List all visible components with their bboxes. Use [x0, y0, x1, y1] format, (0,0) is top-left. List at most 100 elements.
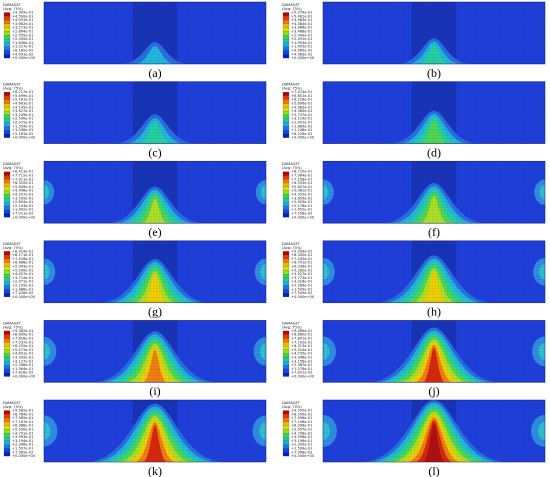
legend-label: +5.524e-01: [291, 348, 312, 352]
legend-label: +1.509e-01: [291, 287, 312, 291]
legend-swatch: [282, 266, 290, 271]
legend-label: +3.488e-01: [291, 30, 312, 34]
legend-label: +3.198e-01: [291, 439, 312, 443]
legend-swatch: [282, 421, 290, 426]
legend-label: +4.145e-01: [12, 105, 33, 109]
legend-subtitle: (Avg: 75%): [282, 87, 302, 91]
legend-label: +7.258e-01: [291, 177, 312, 181]
legend-swatch: [3, 266, 11, 271]
legend-swatch: [3, 285, 11, 290]
legend-label: +2.229e-01: [12, 284, 33, 288]
legend-label: +7.985e-01: [12, 416, 33, 420]
legend-title: DAMAGET: [282, 83, 301, 87]
caption: (f): [428, 225, 440, 239]
legend-label: +1.597e-01: [12, 447, 33, 451]
legend-swatch: [3, 20, 11, 24]
legend-label: +6.255e-01: [12, 344, 33, 348]
legend-label: +7.545e-01: [291, 257, 312, 261]
panel: DAMAGET(Avg: 75%)+6.217e-01+5.699e-01+5.…: [3, 81, 267, 159]
legend-label: +8.795e-01: [291, 412, 312, 416]
legend-label: +3.714e-01: [12, 276, 33, 280]
legend-label: +5.181e-01: [12, 98, 33, 102]
panel: DAMAGET(Avg: 75%)+7.474e-01+6.851e-01+6.…: [282, 81, 546, 159]
legend-swatch: [3, 175, 11, 180]
legend-label: +2.264e-01: [291, 284, 312, 288]
legend-label: +4.091e-02: [12, 52, 33, 56]
legend-subtitle: (Avg: 75%): [3, 166, 23, 170]
legend-label: +4.457e-01: [12, 272, 33, 276]
legend-label: +8.784e-01: [12, 412, 33, 416]
legend-label: +7.984e-01: [291, 174, 312, 178]
panel: DAMAGET(Avg: 75%)+9.382e-01+8.600e-01+7.…: [3, 320, 267, 398]
panel: DAMAGET(Avg: 75%)+8.413e-01+7.712e-01+7.…: [3, 160, 267, 239]
legend-swatch: [282, 133, 290, 138]
legend-swatch: [282, 179, 290, 184]
legend-label: +8.300e-01: [291, 253, 312, 257]
legend-swatch: [282, 418, 290, 422]
legend-swatch: [282, 39, 290, 43]
legend-label: +3.998e-01: [291, 435, 312, 439]
legend-swatch: [3, 429, 11, 434]
panel: DAMAGET(Avg: 75%)+9.054e-01+8.300e-01+7.…: [282, 240, 546, 319]
legend-swatch: [282, 349, 290, 354]
legend-swatch: [3, 255, 11, 259]
caption: (l): [428, 464, 439, 477]
legend-label: +3.127e-01: [12, 359, 33, 363]
plot: [323, 400, 545, 462]
plot-border: [43, 160, 267, 224]
legend-label: +5.606e-01: [291, 102, 312, 106]
legend-swatch: [282, 27, 290, 32]
legend-label: +6.686e-01: [12, 261, 33, 265]
plot-border: [43, 240, 267, 304]
legend-swatch: [3, 103, 11, 108]
legend-label: +3.993e-01: [12, 435, 33, 439]
mesh: [323, 81, 545, 144]
legend-label: +3.629e-01: [291, 196, 312, 200]
legend-label: +8.171e-01: [12, 253, 33, 257]
legend-label: +2.045e-01: [12, 37, 33, 41]
legend-subtitle: (Avg: 75%): [3, 87, 23, 91]
legend-label: +7.818e-02: [12, 371, 33, 375]
legend-swatch: [282, 277, 290, 282]
legend-label: +1.495e-01: [291, 45, 312, 49]
legend-swatch: [282, 118, 290, 123]
legend-label: +1.246e-01: [291, 128, 312, 132]
legend-swatch: [282, 130, 290, 134]
mesh: [44, 81, 266, 144]
legend-swatch: [282, 50, 290, 55]
legend-label: +8.413e-01: [12, 170, 33, 174]
legend-swatch: [282, 23, 290, 28]
legend-label: +6.217e-01: [12, 90, 33, 94]
legend-swatch: [3, 357, 11, 362]
plot-border: [43, 399, 267, 463]
legend-swatch: [3, 334, 11, 339]
legend-swatch: [282, 262, 290, 267]
legend-swatch: [282, 346, 290, 350]
legend-subtitle: (Avg: 75%): [3, 246, 23, 250]
legend-swatch: [3, 183, 11, 187]
legend-label: +7.474e-01: [291, 90, 312, 94]
legend-swatch: [3, 118, 11, 123]
legend-swatch: [3, 251, 11, 256]
legend-label: +9.965e-02: [291, 49, 312, 53]
legend-subtitle: (Avg: 75%): [282, 325, 302, 329]
legend-swatch: [282, 425, 290, 430]
legend-swatch: [3, 452, 11, 457]
legend-subtitle: (Avg: 75%): [282, 7, 302, 11]
legend-label: +3.114e-01: [291, 117, 312, 121]
legend-label: +7.258e-02: [291, 212, 312, 216]
mesh: [44, 400, 266, 462]
legend-swatch: [282, 12, 290, 17]
legend-swatch: [3, 107, 11, 112]
legend-swatch: [3, 444, 11, 449]
plot: [44, 2, 266, 64]
caption: (b): [427, 66, 441, 80]
legend-swatch: [3, 418, 11, 422]
legend-swatch: [3, 190, 11, 195]
legend-swatch: [282, 126, 290, 131]
legend-label: +7.545e-02: [291, 291, 312, 295]
panel: DAMAGET(Avg: 75%)+9.582e-01+8.784e-01+7.…: [3, 399, 267, 477]
plot-border: [322, 160, 546, 224]
legend-label: +6.310e-01: [12, 181, 33, 185]
